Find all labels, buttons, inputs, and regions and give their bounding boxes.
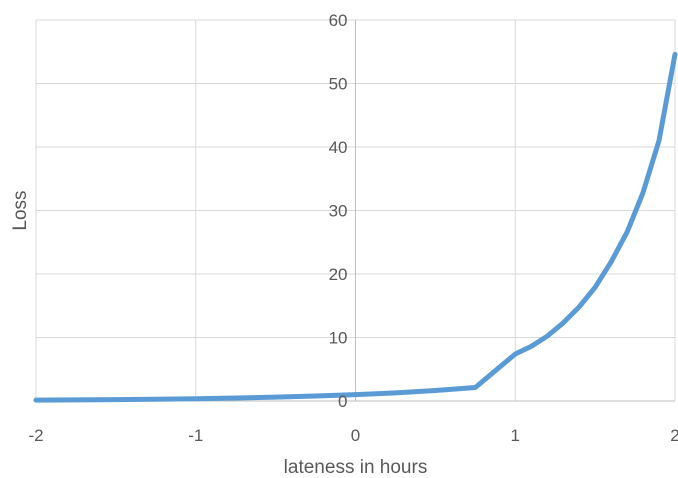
x-tick-label: -2	[28, 426, 43, 445]
series-layer	[33, 51, 678, 403]
y-tick-label: 50	[329, 75, 348, 94]
x-tick-label: -1	[188, 426, 203, 445]
x-tick-label: 2	[670, 426, 678, 445]
x-tick-label: 1	[511, 426, 520, 445]
x-tick-label: 0	[351, 426, 360, 445]
y-tick-label: 40	[329, 138, 348, 157]
x-axis-title: lateness in hours	[284, 457, 428, 478]
y-tick-label: 30	[329, 202, 348, 221]
y-tick-label: 60	[329, 11, 348, 30]
y-axis-title: Loss	[10, 190, 31, 230]
y-tick-label: 10	[329, 329, 348, 348]
y-tick-label: 20	[329, 265, 348, 284]
y-tick-label: 0	[338, 392, 347, 411]
series-line	[33, 51, 678, 403]
